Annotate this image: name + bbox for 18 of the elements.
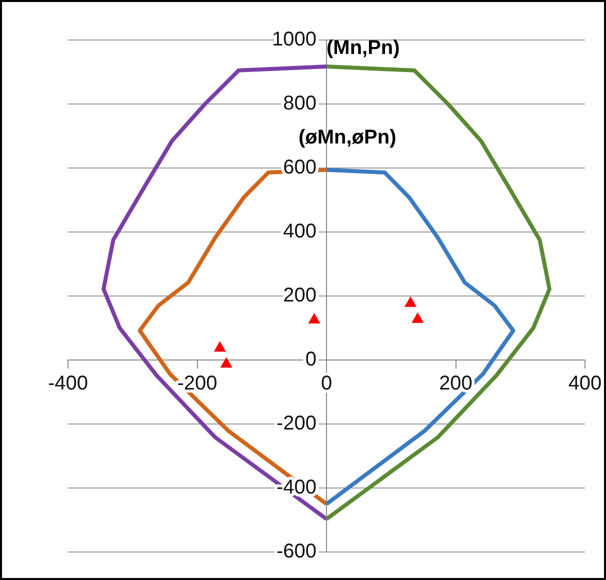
annotation: (øMn,øPn) — [298, 126, 396, 148]
y-tick-label: 800 — [283, 92, 316, 115]
x-tick-label: 400 — [568, 372, 602, 395]
point — [308, 313, 320, 324]
y-tick-label: 400 — [283, 220, 316, 243]
y-tick-label: -200 — [276, 412, 316, 435]
x-tick-label: 0 — [320, 372, 332, 395]
y-tick-label: -600 — [276, 540, 316, 563]
point — [220, 357, 232, 368]
annotation: (Mn,Pn) — [326, 37, 400, 60]
x-tick-label: 200 — [439, 372, 472, 395]
y-tick-label: 1000 — [272, 28, 316, 51]
point — [404, 296, 417, 307]
y-tick-label: 200 — [283, 284, 316, 307]
point — [412, 312, 424, 323]
x-tick-label: -400 — [48, 372, 88, 395]
point — [214, 341, 226, 352]
y-tick-label: 0 — [305, 348, 316, 371]
